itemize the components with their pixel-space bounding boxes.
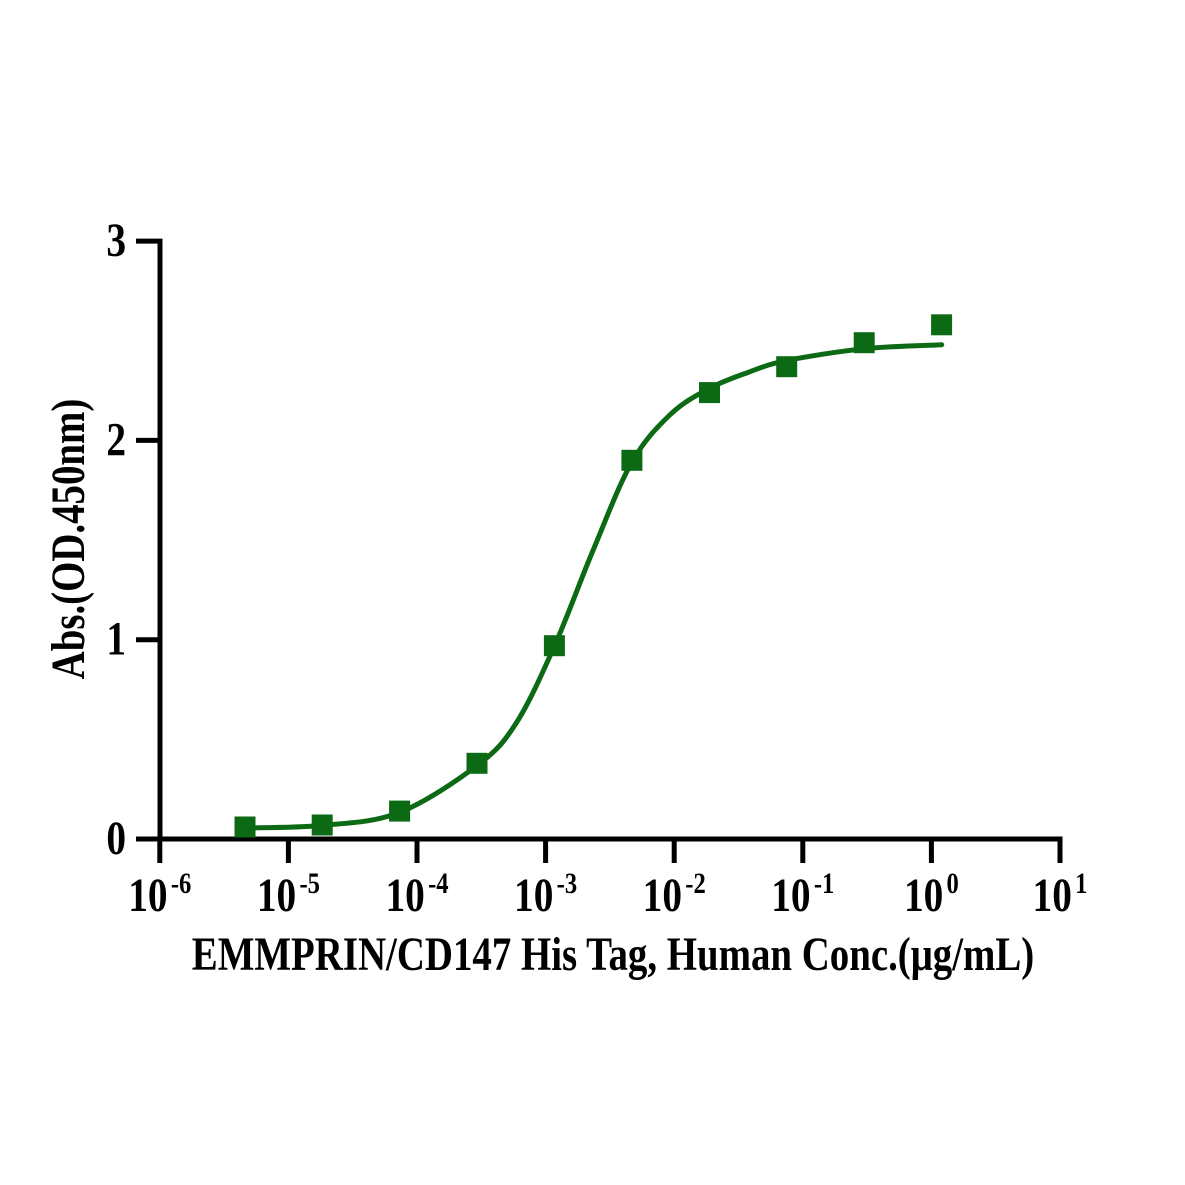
x-tick-label: 10 -6 bbox=[128, 867, 191, 922]
x-tick-label: 10 -2 bbox=[643, 867, 706, 922]
data-point-marker bbox=[234, 816, 256, 838]
data-point-marker bbox=[311, 814, 333, 836]
y-tick-label-group: 3 bbox=[106, 215, 126, 267]
y-tick-label: 0 bbox=[106, 812, 126, 864]
y-tick-label-group: 0 bbox=[106, 812, 126, 864]
data-point-marker bbox=[931, 314, 953, 336]
fit-curve-layer bbox=[242, 342, 945, 831]
data-point-marker bbox=[466, 752, 488, 774]
fit-curve bbox=[242, 342, 945, 831]
y-tick-label-group: 2 bbox=[106, 414, 126, 466]
data-points-layer bbox=[234, 314, 953, 838]
y-axis-title-group: Abs.(OD.450nm) bbox=[42, 399, 95, 680]
x-tick-label: 10 -5 bbox=[257, 867, 320, 922]
data-point-marker bbox=[853, 332, 875, 354]
y-tick-label: 2 bbox=[106, 414, 126, 466]
data-point-marker bbox=[389, 800, 411, 822]
x-tick-label-group: 10 -3 bbox=[514, 867, 577, 922]
x-tick-label-group: 10 -5 bbox=[257, 867, 320, 922]
x-tick-label: 10 -4 bbox=[385, 867, 448, 922]
x-axis-title: EMMPRIN/CD147 His Tag, Human Conc.(μg/mL… bbox=[192, 928, 1034, 981]
x-tick-label-group: 10 -6 bbox=[128, 867, 191, 922]
x-tick-label-group: 10 -4 bbox=[385, 867, 448, 922]
x-tick-label: 10 0 bbox=[904, 867, 959, 922]
x-tick-label-group: 10 1 bbox=[1033, 867, 1088, 922]
data-point-marker bbox=[699, 382, 720, 404]
x-tick-label: 10 -3 bbox=[514, 867, 577, 922]
x-tick-label-group: 10 -2 bbox=[643, 867, 706, 922]
y-tick-label-group: 1 bbox=[106, 613, 126, 665]
data-point-marker bbox=[621, 449, 643, 471]
y-tick-label: 3 bbox=[106, 215, 126, 267]
y-axis-title: Abs.(OD.450nm) bbox=[42, 399, 95, 680]
data-point-marker bbox=[776, 356, 798, 378]
x-tick-label-group: 10 -1 bbox=[771, 867, 834, 922]
x-tick-label: 10 1 bbox=[1033, 867, 1088, 922]
x-tick-label: 10 -1 bbox=[771, 867, 834, 922]
axes: 0 1 2 3 10 -6 10 -5 10 -4 10 -3 10 -2 10 -1 10 0 10 1 bbox=[106, 215, 1087, 922]
y-tick-label: 1 bbox=[106, 613, 126, 665]
data-point-marker bbox=[543, 635, 565, 657]
x-tick-label-group: 10 0 bbox=[904, 867, 959, 922]
x-axis-title-group: EMMPRIN/CD147 His Tag, Human Conc.(μg/mL… bbox=[192, 928, 1034, 981]
